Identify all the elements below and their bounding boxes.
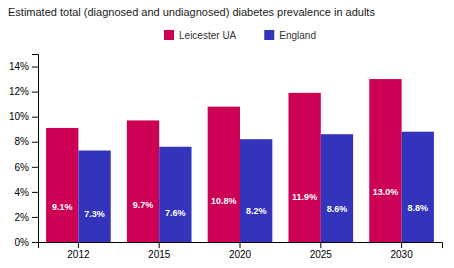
chart: Estimated total (diagnosed and undiagnos… [0,0,454,268]
x-tick-label: 2012 [67,249,90,260]
legend: Leicester UA England [164,30,316,41]
y-tick-mark [32,67,38,68]
y-tick: 4% [15,187,38,198]
data-label: 8.2% [246,206,267,216]
bar [127,120,159,242]
bar [159,147,191,242]
x-tick-mark [240,242,241,248]
y-tick-mark [32,117,38,118]
bar [321,134,353,242]
x-axis-line [39,243,443,249]
y-tick-label: 10% [9,111,29,122]
bar [240,139,272,242]
legend-swatch [164,30,174,40]
y-axis: 0% 2% 4% 6% 8% 10% 12% 14% [9,55,39,248]
legend-item: England [264,30,316,41]
data-labels: 9.1% 9.7% 10.8% 11.9% 13.0% 7.3% 7.6% 8.2% 8.6% 8… [52,187,428,218]
x-tick-mark [159,242,160,248]
data-label: 9.1% [52,202,73,212]
y-tick-mark [32,92,38,93]
y-axis-line [32,55,39,243]
bar [208,107,240,242]
x-tick-label: 2020 [229,249,252,260]
y-tick-mark [32,242,38,243]
x-tick-mark [78,242,79,248]
y-tick-mark [32,217,38,218]
data-label: 7.3% [84,209,105,219]
y-tick: 14% [9,61,38,72]
data-label: 11.9% [292,192,317,202]
plot: 9.1% 9.7% 10.8% 11.9% 13.0% 7.3% 7.6% 8.2% 8.6% 8… [9,55,443,261]
y-tick: 8% [15,136,38,147]
y-tick-label: 6% [15,162,30,173]
bar [402,132,434,242]
y-tick-label: 2% [15,212,30,223]
y-tick-label: 8% [15,136,30,147]
y-tick: 6% [15,162,38,173]
data-label: 9.7% [133,200,154,210]
y-tick: 0% [15,237,38,248]
y-tick-label: 14% [9,61,29,72]
x-tick-mark [401,242,402,248]
data-label: 8.8% [408,203,429,213]
data-label: 10.8% [211,196,237,206]
legend-label: England [279,30,316,41]
bar [369,79,401,242]
y-tick-mark [32,142,38,143]
legend-item: Leicester UA [164,30,237,41]
x-tick-mark [320,242,321,248]
legend-swatch [264,30,274,40]
bars [46,79,434,242]
title: Estimated total (diagnosed and undiagnos… [8,6,375,18]
y-tick-label: 4% [15,187,30,198]
x-axis: 2012 2015 2020 2025 2030 [39,242,443,260]
y-tick: 10% [9,111,38,122]
x-tick: 2015 [148,242,171,260]
data-label: 13.0% [373,187,399,197]
x-tick: 2012 [67,242,90,260]
data-label: 7.6% [165,208,186,218]
y-tick: 2% [15,212,38,223]
x-tick-label: 2025 [310,249,333,260]
y-tick-mark [32,167,38,168]
bar [288,93,320,242]
y-tick-label: 0% [15,237,30,248]
y-tick: 12% [9,86,38,97]
data-label: 8.6% [327,204,348,214]
bar [46,128,78,242]
legend-label: Leicester UA [179,30,237,41]
y-tick-label: 12% [9,86,29,97]
y-tick-mark [32,192,38,193]
x-tick: 2025 [310,242,333,260]
x-tick-label: 2030 [390,249,413,260]
x-tick: 2020 [229,242,252,260]
x-tick: 2030 [390,242,413,260]
bar [78,151,110,242]
x-tick-label: 2015 [148,249,171,260]
